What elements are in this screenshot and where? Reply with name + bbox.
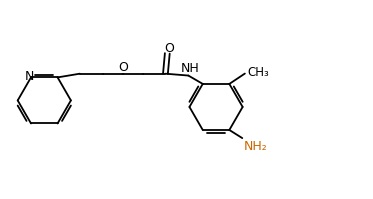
- Text: CH₃: CH₃: [248, 66, 270, 79]
- Text: N: N: [25, 70, 34, 83]
- Text: NH: NH: [181, 62, 199, 75]
- Text: O: O: [164, 42, 174, 55]
- Text: O: O: [118, 60, 128, 74]
- Text: NH₂: NH₂: [244, 140, 268, 153]
